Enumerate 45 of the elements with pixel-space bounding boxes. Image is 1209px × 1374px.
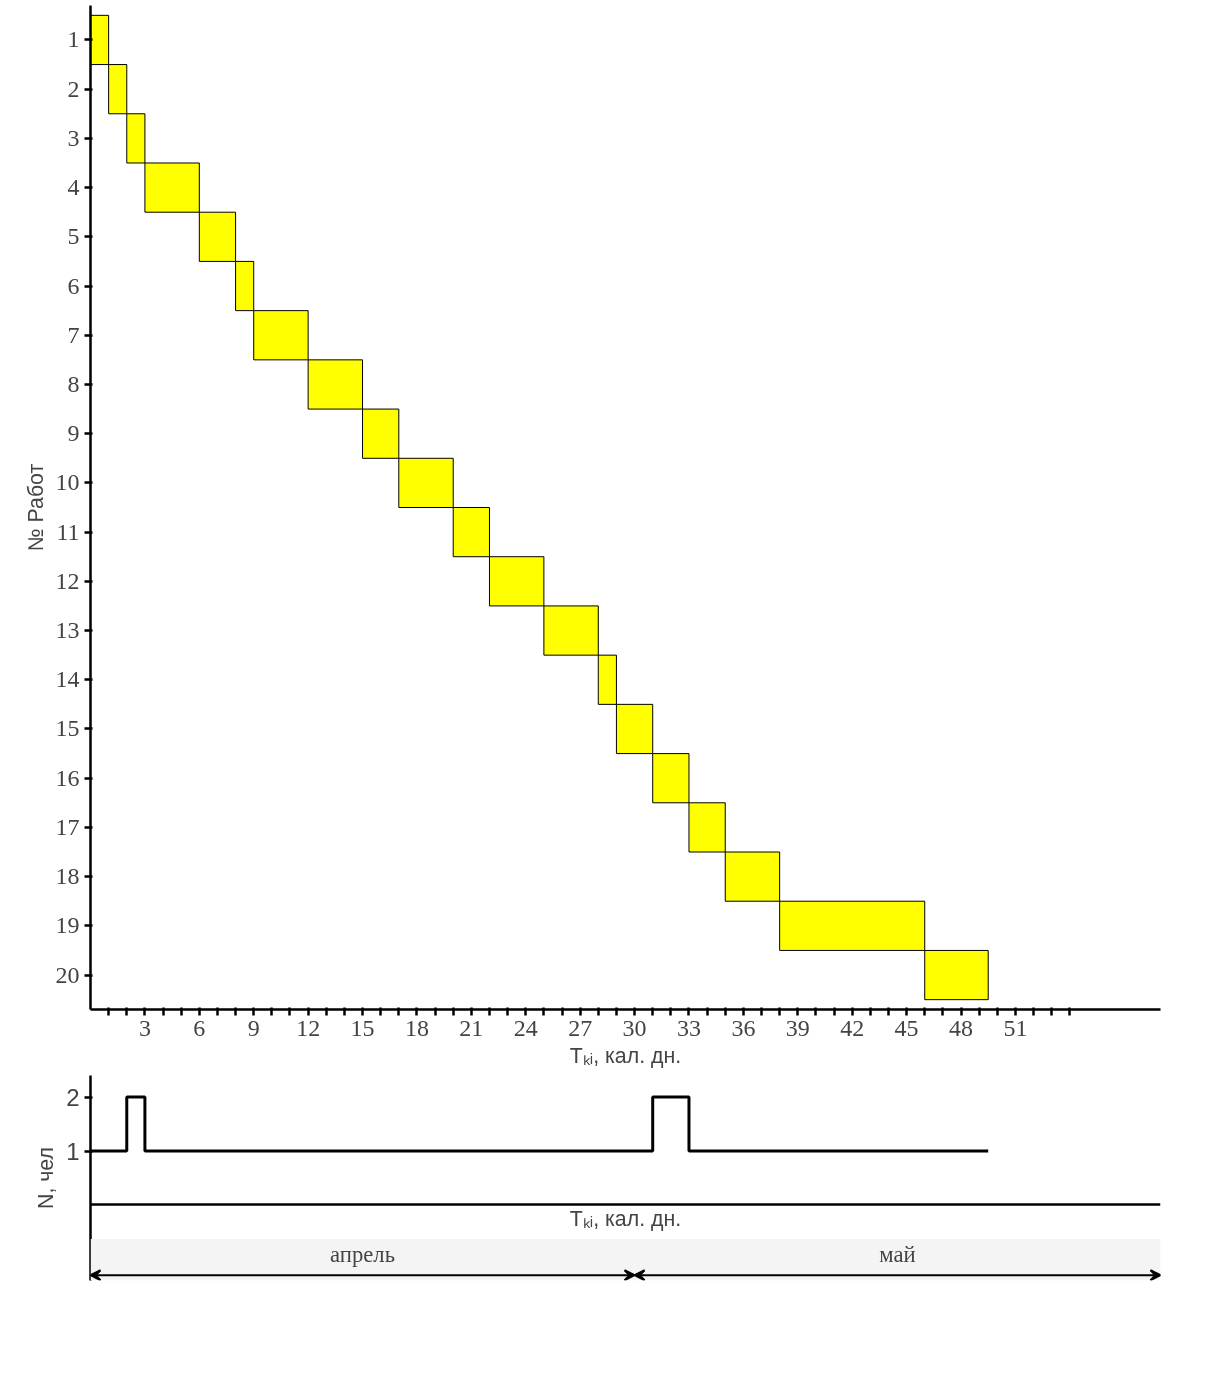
y-tick-label: 8 [67,370,80,397]
y-tick-label: 15 [55,715,80,742]
x-tick-label: 51 [1003,1014,1028,1041]
x-tick-label: 42 [840,1014,865,1041]
y-axis-title: № Работ [23,463,48,552]
y-tick-label: 13 [55,617,80,644]
y-tick-label: 1 [66,1137,80,1165]
y-tick-label: 12 [55,567,80,594]
x-tick-label: 39 [785,1014,810,1041]
x-tick-label: 24 [513,1014,538,1041]
x-tick-label: 30 [622,1014,647,1041]
x-tick-label: 15 [350,1014,375,1041]
y-tick-label: 2 [67,75,80,102]
x-tick-label: 48 [949,1014,974,1041]
y-tick-label: 20 [55,961,80,988]
y-tick-label: 9 [67,420,80,447]
y-tick-label: 17 [55,813,80,840]
y-tick-label: 2 [66,1083,80,1111]
y-tick-label: 16 [55,764,80,791]
x-tick-label: 33 [676,1014,701,1041]
x-tick-label: 12 [296,1014,321,1041]
y-tick-label: 11 [56,518,80,545]
x-tick-label: 3 [138,1014,151,1041]
y-tick-label: 10 [55,469,80,496]
x-tick-label: 9 [247,1014,260,1041]
y-tick-label: 19 [55,912,80,939]
band-label: май [879,1242,916,1268]
x-tick-label: 45 [894,1014,919,1041]
x-axis-title: Tₖᵢ, кал. дн. [569,1206,682,1231]
y-tick-label: 1 [67,26,80,53]
y-tick-label: 7 [67,321,80,348]
x-tick-label: 6 [193,1014,206,1041]
x-tick-label: 18 [404,1014,429,1041]
y-tick-label: 14 [55,666,80,693]
y-tick-label: 6 [67,272,80,299]
y-tick-label: 18 [55,863,80,890]
y-tick-label: 4 [67,174,80,201]
y-tick-label: 3 [67,124,80,151]
x-tick-label: 36 [731,1014,756,1041]
band-label: апрель [330,1242,395,1268]
x-axis-title: Tₖᵢ, кал. дн. [569,1043,682,1068]
y-tick-label: 5 [67,223,80,250]
x-tick-label: 21 [459,1014,484,1041]
y-axis-title: N, чел [34,1147,59,1209]
x-tick-label: 27 [568,1014,593,1041]
